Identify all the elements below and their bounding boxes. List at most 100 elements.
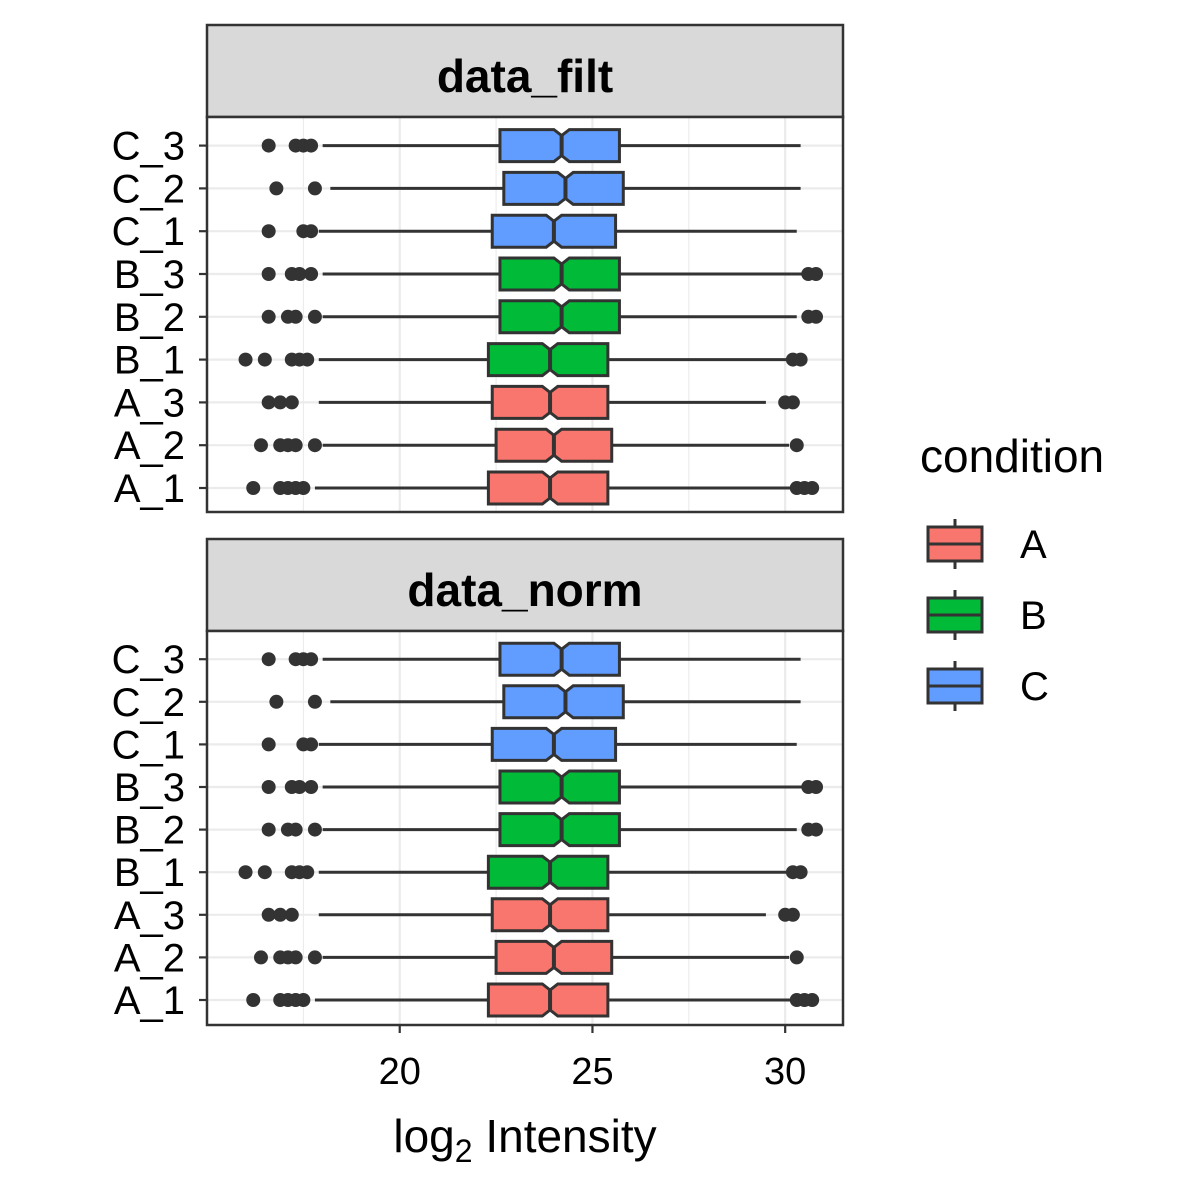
panel-marks bbox=[238, 641, 824, 1018]
outlier-point bbox=[257, 865, 272, 880]
outlier-point bbox=[785, 395, 800, 410]
outlier-point bbox=[809, 822, 824, 837]
y-tick-label: B_1 bbox=[114, 339, 185, 383]
legend-label: A bbox=[1020, 523, 1047, 567]
box-C_3 bbox=[261, 128, 801, 164]
box-C_1 bbox=[261, 213, 797, 249]
legend-label: B bbox=[1020, 594, 1047, 638]
panel-border bbox=[205, 115, 845, 514]
y-tick-label: A_3 bbox=[114, 894, 185, 938]
outlier-point bbox=[238, 865, 253, 880]
box-A_1 bbox=[246, 470, 820, 506]
outlier-point bbox=[288, 438, 303, 453]
outlier-point bbox=[805, 993, 820, 1007]
outlier-point bbox=[307, 694, 322, 709]
outlier-point bbox=[288, 822, 303, 837]
outlier-point bbox=[261, 822, 276, 837]
legend-key-B: B bbox=[926, 590, 1047, 640]
outlier-point bbox=[273, 907, 288, 922]
x-axis-title: log2 Intensity bbox=[393, 1110, 656, 1169]
y-tick-label: C_2 bbox=[112, 167, 185, 211]
outlier-point bbox=[307, 822, 322, 837]
facet-strip-background bbox=[205, 23, 845, 119]
y-tick-label: C_1 bbox=[112, 210, 185, 254]
legend-key-C: C bbox=[926, 661, 1049, 711]
y-tick-label: B_3 bbox=[114, 253, 185, 297]
panel-marks bbox=[238, 128, 824, 506]
outlier-point bbox=[257, 352, 272, 367]
outlier-point bbox=[246, 481, 261, 495]
outlier-point bbox=[261, 138, 276, 153]
outlier-point bbox=[269, 694, 284, 709]
outlier-point bbox=[793, 865, 808, 880]
outlier-point bbox=[261, 907, 276, 922]
x-tick-label: 25 bbox=[571, 1051, 613, 1093]
x-axis-title-base: log bbox=[393, 1110, 454, 1162]
outlier-point bbox=[273, 395, 288, 410]
outlier-point bbox=[304, 224, 319, 239]
outlier-point bbox=[288, 309, 303, 324]
box-B_3 bbox=[261, 769, 824, 805]
x-tick-label: 30 bbox=[764, 1051, 806, 1093]
box-A_2 bbox=[253, 939, 804, 975]
y-axis-ticks: A_1A_2A_3B_1B_2B_3C_1C_2C_3 bbox=[112, 125, 207, 511]
y-tick-label: B_1 bbox=[114, 851, 185, 895]
facet-panel-data-filt: data_filt A_1A_2A_3B_1B_2B_3C_1C_2C_3 bbox=[112, 23, 845, 514]
x-axis: 20 25 30 bbox=[379, 1025, 806, 1093]
x-tick-label: 20 bbox=[379, 1051, 421, 1093]
outlier-point bbox=[809, 780, 824, 794]
outlier-point bbox=[246, 993, 261, 1007]
outlier-point bbox=[292, 267, 307, 281]
y-tick-label: A_3 bbox=[114, 381, 185, 425]
box-B_3 bbox=[261, 256, 824, 292]
outlier-point bbox=[304, 267, 319, 281]
box-B_2 bbox=[261, 299, 824, 335]
outlier-point bbox=[261, 309, 276, 324]
y-tick-label: A_2 bbox=[114, 424, 185, 468]
box-C_1 bbox=[261, 726, 797, 762]
outlier-point bbox=[261, 224, 276, 239]
outlier-point bbox=[809, 309, 824, 324]
outlier-point bbox=[789, 438, 804, 453]
outlier-point bbox=[793, 352, 808, 367]
outlier-point bbox=[805, 481, 820, 495]
outlier-point bbox=[307, 438, 322, 453]
outlier-point bbox=[292, 780, 307, 794]
outlier-point bbox=[261, 652, 276, 667]
y-tick-label: C_2 bbox=[112, 681, 185, 725]
y-tick-label: C_3 bbox=[112, 125, 185, 169]
outlier-point bbox=[296, 993, 311, 1007]
box-C_2 bbox=[269, 684, 801, 720]
box-A_1 bbox=[246, 982, 820, 1018]
legend-title: condition bbox=[920, 430, 1104, 482]
outlier-point bbox=[307, 309, 322, 324]
outlier-point bbox=[253, 438, 268, 453]
outlier-point bbox=[785, 907, 800, 922]
y-tick-label: B_3 bbox=[114, 766, 185, 810]
y-tick-label: B_2 bbox=[114, 296, 185, 340]
box-C_2 bbox=[269, 170, 801, 206]
outlier-point bbox=[304, 780, 319, 794]
y-tick-label: A_2 bbox=[114, 936, 185, 980]
y-tick-label: A_1 bbox=[114, 467, 185, 511]
box-A_3 bbox=[261, 384, 800, 420]
outlier-point bbox=[261, 737, 276, 752]
outlier-point bbox=[253, 950, 268, 965]
box-C_3 bbox=[261, 641, 801, 677]
outlier-point bbox=[261, 780, 276, 794]
box-B_1 bbox=[238, 342, 808, 378]
y-tick-label: B_2 bbox=[114, 809, 185, 853]
y-tick-label: C_3 bbox=[112, 638, 185, 682]
outlier-point bbox=[284, 395, 299, 410]
legend: condition ABC bbox=[920, 430, 1104, 711]
box-A_3 bbox=[261, 897, 800, 933]
box-B_2 bbox=[261, 812, 824, 848]
outlier-point bbox=[307, 181, 322, 196]
outlier-point bbox=[238, 352, 253, 367]
outlier-point bbox=[269, 181, 284, 196]
box-B_1 bbox=[238, 854, 808, 890]
panel-border bbox=[205, 629, 845, 1027]
outlier-point bbox=[288, 950, 303, 965]
facet-strip-title: data_norm bbox=[407, 564, 642, 616]
outlier-point bbox=[300, 865, 315, 880]
